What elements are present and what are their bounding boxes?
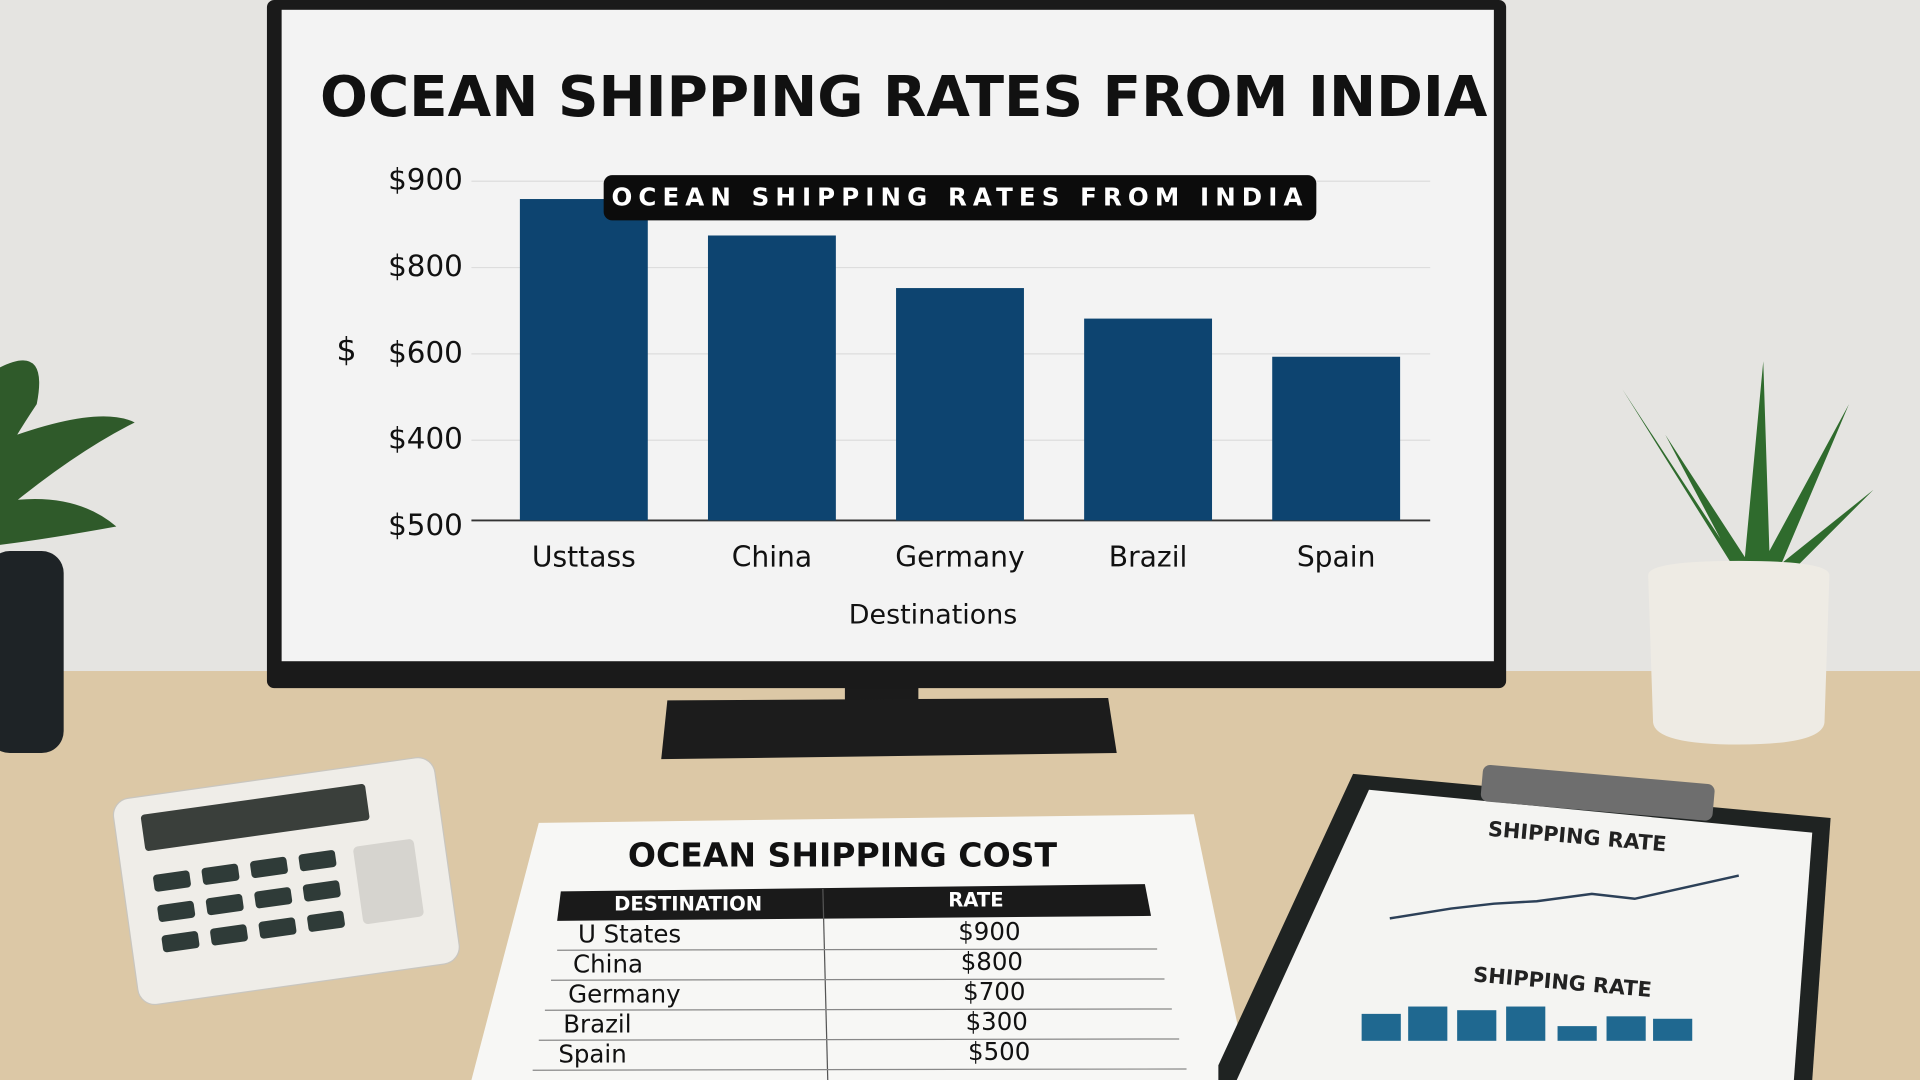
table-row-line: [532, 1068, 1187, 1071]
paper: OCEAN SHIPPING COST DESTINATION RATE U Stat…: [471, 814, 1249, 1080]
table-cell: China: [573, 950, 643, 979]
bar: [1272, 356, 1401, 521]
table-row-line: [551, 978, 1165, 981]
screen: [281, 9, 1494, 662]
bar: [1084, 318, 1213, 521]
table-cell: $500: [968, 1037, 1030, 1066]
table-row-line: [544, 1008, 1172, 1011]
bar: [707, 235, 836, 521]
table-row-line: [557, 948, 1158, 951]
table-cell: $700: [963, 977, 1025, 1006]
table-cell: $800: [961, 947, 1023, 976]
calculator: [112, 757, 460, 1006]
table-cell: Germany: [568, 980, 680, 1009]
bar: [896, 288, 1024, 521]
paper-title: OCEAN SHIPPING COST: [628, 836, 1058, 875]
banner: OCEAN SHIPPING RATES FROM INDIA: [603, 175, 1317, 221]
plant-right: [1622, 361, 1874, 745]
x-axis-label: Destinations: [849, 599, 1018, 630]
x-tick-label: Brazil: [1109, 540, 1188, 573]
table-cell: $900: [958, 917, 1020, 946]
table-cell: Spain: [558, 1040, 626, 1069]
y-tick-label: $900: [388, 163, 463, 197]
banner-text: OCEAN SHIPPING RATES FROM INDIA: [611, 182, 1308, 211]
table-cell: U States: [578, 920, 681, 949]
bar: [519, 199, 648, 521]
chart: OCEAN SHIPPING RATES FROM INDIA $ Destin…: [320, 65, 1488, 630]
table-header: DESTINATION: [614, 892, 762, 915]
y-tick-label: $800: [388, 249, 463, 283]
y-tick-label: $400: [388, 422, 463, 456]
x-tick-label: Germany: [895, 540, 1024, 573]
plant-left: [0, 360, 135, 754]
x-tick-label: Usttass: [532, 540, 636, 573]
x-tick-label: China: [732, 540, 812, 573]
table-cell: $300: [966, 1007, 1028, 1036]
chart-title: OCEAN SHIPPING RATES FROM INDIA: [320, 65, 1488, 130]
y-axis-label: $: [336, 330, 356, 368]
y-tick-label: $600: [388, 335, 463, 369]
table-header: RATE: [948, 889, 1003, 912]
table-cell: Brazil: [563, 1010, 631, 1039]
x-tick-label: Spain: [1297, 540, 1376, 573]
table-row-line: [538, 1038, 1180, 1041]
y-tick-label: $500: [388, 508, 463, 542]
